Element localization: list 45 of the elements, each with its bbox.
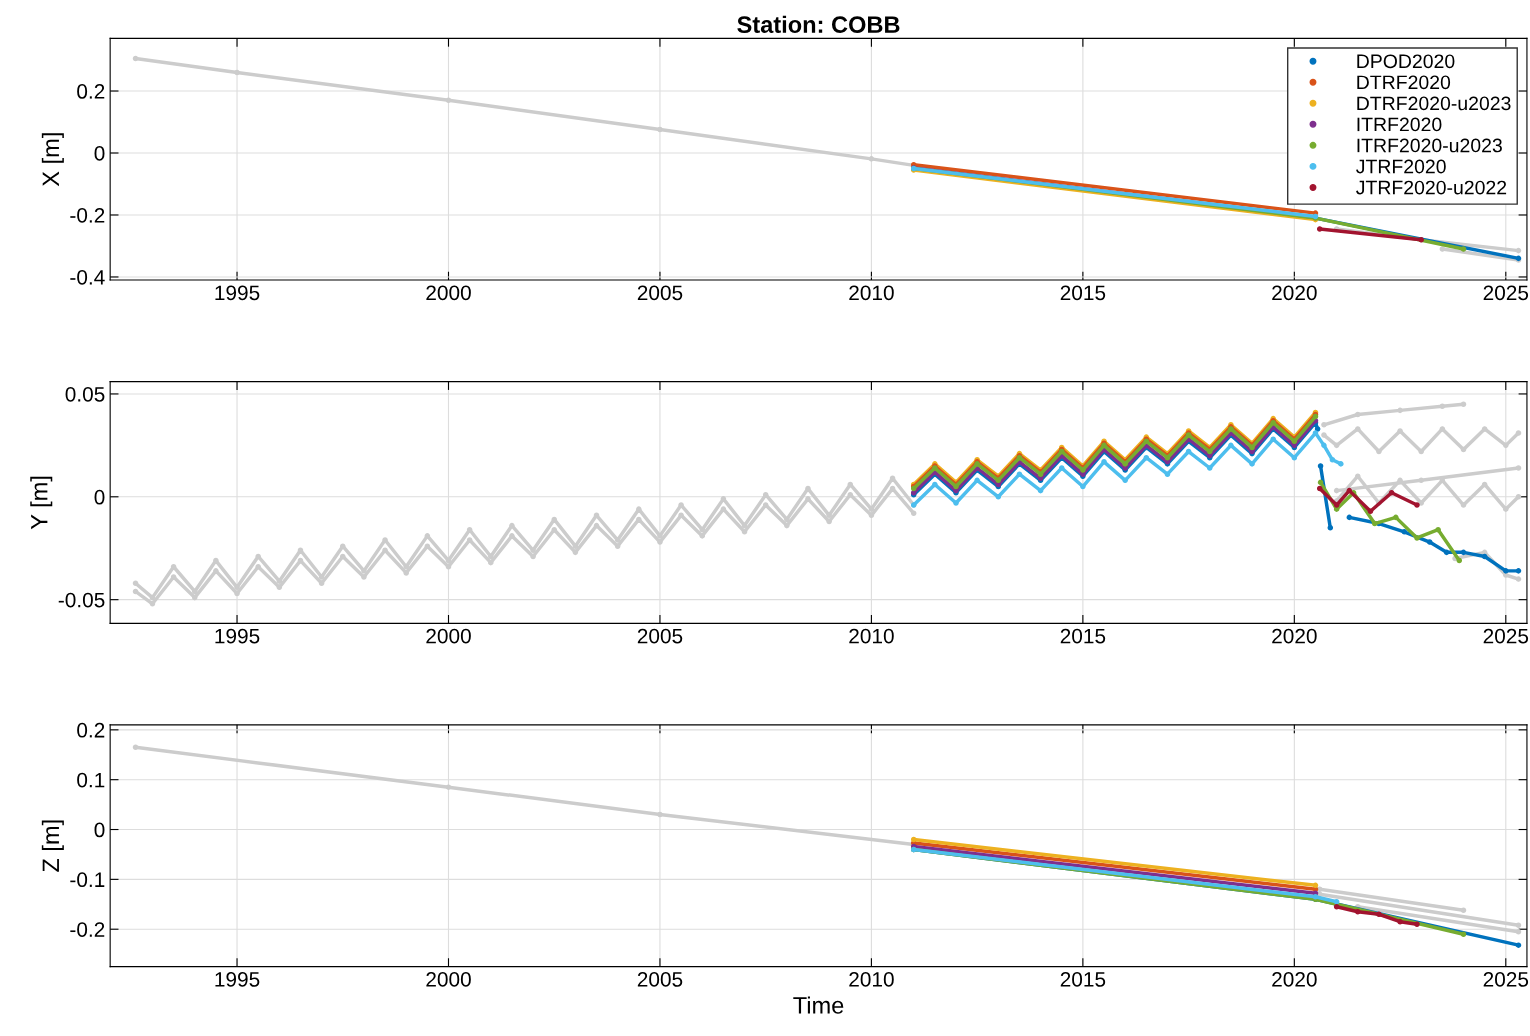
- x-tick-label: 1995: [215, 285, 260, 301]
- y-axis-title: X [m]: [41, 133, 64, 187]
- legend-label: ITRF2020: [1357, 117, 1442, 132]
- x-tick-label: 2025: [1483, 972, 1529, 987]
- y-tick-label: 0: [94, 822, 105, 838]
- legend-label: ITRF2020-u2023: [1357, 138, 1502, 153]
- x-tick-label: 2015: [1060, 628, 1106, 644]
- chart-title: Station: COBB: [737, 15, 900, 34]
- x-tick-label: 2020: [1272, 285, 1317, 301]
- x-tick-label: 2020: [1272, 972, 1317, 987]
- x-tick-label: 2005: [637, 285, 683, 301]
- x-axis-title: Time: [793, 996, 844, 1014]
- x-tick-label: 2015: [1060, 285, 1106, 301]
- y-tick-label: -0.2: [70, 207, 105, 223]
- y-tick-label: -0.05: [58, 592, 105, 608]
- legend-label: DPOD2020: [1357, 54, 1455, 69]
- x-tick-label: 1995: [215, 628, 260, 644]
- y-tick-label: 0.2: [77, 84, 105, 99]
- x-tick-label: 2025: [1483, 285, 1529, 301]
- x-tick-label: 2000: [426, 972, 471, 987]
- legend-label: JTRF2020: [1356, 159, 1446, 174]
- y-axis-title: Y [m]: [30, 476, 53, 530]
- y-tick-label: 0: [94, 146, 105, 161]
- x-tick-label: 2000: [426, 628, 471, 644]
- x-tick-label: 2025: [1483, 628, 1529, 644]
- legend-label: JTRF2020-u2022: [1356, 180, 1507, 195]
- legend-label: DTRF2020-u2023: [1357, 96, 1511, 111]
- x-tick-label: 2015: [1060, 972, 1106, 987]
- x-tick-label: 2005: [637, 972, 683, 987]
- y-tick-label: 0.1: [77, 772, 105, 788]
- x-tick-label: 2010: [849, 285, 894, 301]
- y-tick-label: -0.1: [70, 872, 105, 888]
- y-tick-label: 0.2: [77, 722, 105, 738]
- y-tick-label: 0: [94, 489, 105, 505]
- x-tick-label: 2005: [637, 628, 683, 644]
- x-tick-label: 2020: [1272, 628, 1317, 644]
- x-tick-label: 1995: [215, 972, 260, 987]
- legend-label: DTRF2020: [1357, 75, 1451, 90]
- y-axis-title: Z [m]: [41, 820, 64, 872]
- x-tick-label: 2010: [849, 972, 894, 987]
- x-tick-label: 2010: [849, 628, 894, 644]
- y-tick-label: -0.4: [70, 269, 105, 285]
- y-tick-label: 0.05: [65, 386, 105, 402]
- x-tick-label: 2000: [426, 285, 471, 301]
- y-tick-label: -0.2: [70, 922, 105, 937]
